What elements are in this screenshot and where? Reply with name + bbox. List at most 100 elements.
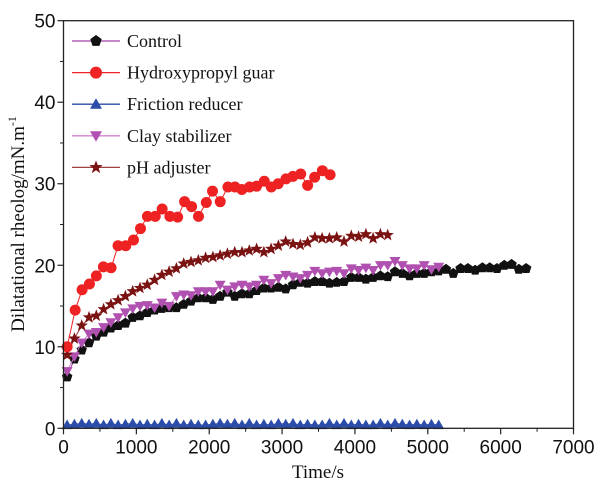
data-point	[90, 417, 102, 428]
legend-label: pH adjuster	[127, 157, 210, 177]
data-point	[302, 179, 314, 191]
legend-label: Friction reducer	[127, 94, 242, 114]
data-point	[396, 261, 408, 271]
data-point	[330, 231, 343, 243]
data-point	[352, 230, 365, 242]
data-point	[345, 229, 358, 242]
data-point	[309, 266, 321, 277]
data-point	[353, 272, 364, 282]
legend: Control Hydroxypropyl guar Friction reduce…	[72, 31, 274, 177]
legend-marker-pentagon-icon	[90, 35, 102, 46]
data-point	[273, 281, 284, 292]
data-point	[193, 210, 205, 222]
data-point	[149, 303, 161, 314]
data-point	[61, 367, 73, 377]
data-point	[375, 270, 386, 281]
data-point	[316, 276, 328, 286]
y-tick-label: 50	[34, 12, 55, 33]
data-point	[105, 318, 117, 328]
data-point	[301, 235, 314, 248]
legend-marker-triangle-up-icon	[90, 98, 102, 109]
data-point	[135, 223, 147, 235]
data-point	[112, 313, 124, 323]
data-point	[295, 168, 307, 180]
data-point	[221, 285, 233, 296]
data-point	[258, 418, 270, 429]
data-point	[61, 341, 73, 353]
x-tick-label: 0	[58, 437, 69, 458]
data-point	[235, 245, 249, 258]
data-point	[207, 294, 219, 304]
data-point	[316, 231, 329, 244]
data-point	[286, 237, 300, 250]
series-layer	[61, 165, 532, 430]
data-point	[68, 332, 81, 344]
data-point	[265, 242, 278, 255]
data-point	[172, 211, 184, 223]
data-point	[221, 247, 234, 260]
data-point	[76, 338, 88, 349]
data-point	[141, 278, 154, 291]
data-point	[309, 419, 321, 430]
data-point	[360, 419, 372, 430]
legend-item: Hydroxypropyl guar	[72, 63, 274, 83]
data-point	[455, 263, 466, 273]
legend-marker-triangle-down-icon	[90, 131, 102, 142]
data-point	[243, 417, 255, 428]
data-point	[83, 329, 95, 340]
data-point	[389, 257, 401, 267]
y-tick-label: 20	[34, 256, 55, 277]
data-point	[163, 265, 176, 277]
data-point	[294, 238, 307, 251]
data-point	[61, 348, 74, 361]
data-point	[133, 281, 147, 294]
data-point	[331, 276, 342, 287]
data-point	[155, 268, 168, 281]
data-point	[374, 417, 386, 428]
data-point	[119, 289, 132, 302]
data-point	[192, 287, 204, 297]
data-point	[316, 269, 328, 279]
data-point	[148, 273, 161, 286]
data-point	[200, 196, 212, 208]
data-point	[192, 253, 205, 266]
data-point	[68, 352, 80, 363]
data-point	[302, 270, 314, 281]
x-tick-label: 6000	[480, 437, 522, 458]
data-point	[214, 280, 226, 291]
data-point	[156, 298, 168, 309]
data-point	[199, 251, 212, 264]
data-point	[346, 272, 357, 282]
data-point	[185, 291, 197, 301]
data-point	[75, 319, 88, 331]
data-point	[411, 418, 423, 429]
data-point	[484, 262, 495, 273]
y-tick-label: 30	[34, 175, 55, 196]
x-tick-label: 5000	[407, 437, 449, 458]
data-point	[171, 302, 182, 313]
data-point	[250, 242, 263, 255]
y-axis-title: Dilatational rheolog/mN.m-1	[5, 116, 29, 332]
data-point	[324, 277, 335, 288]
legend-label: Clay stabilizer	[127, 126, 231, 146]
data-point	[477, 262, 488, 273]
data-point	[302, 418, 314, 429]
data-point	[404, 264, 416, 275]
data-point	[244, 288, 255, 299]
x-tick-label: 1000	[115, 437, 157, 458]
data-point	[141, 210, 153, 222]
series-line	[67, 422, 439, 426]
data-point	[163, 301, 175, 312]
data-point	[228, 245, 241, 258]
data-point	[141, 418, 153, 429]
data-point	[374, 261, 386, 271]
y-tick-label: 40	[34, 93, 55, 114]
data-point	[280, 283, 291, 294]
data-point	[520, 263, 532, 273]
data-point	[127, 304, 139, 314]
data-point	[214, 290, 226, 301]
data-point	[243, 244, 256, 256]
data-point	[214, 249, 227, 261]
data-point	[309, 276, 321, 286]
data-point	[257, 245, 270, 258]
